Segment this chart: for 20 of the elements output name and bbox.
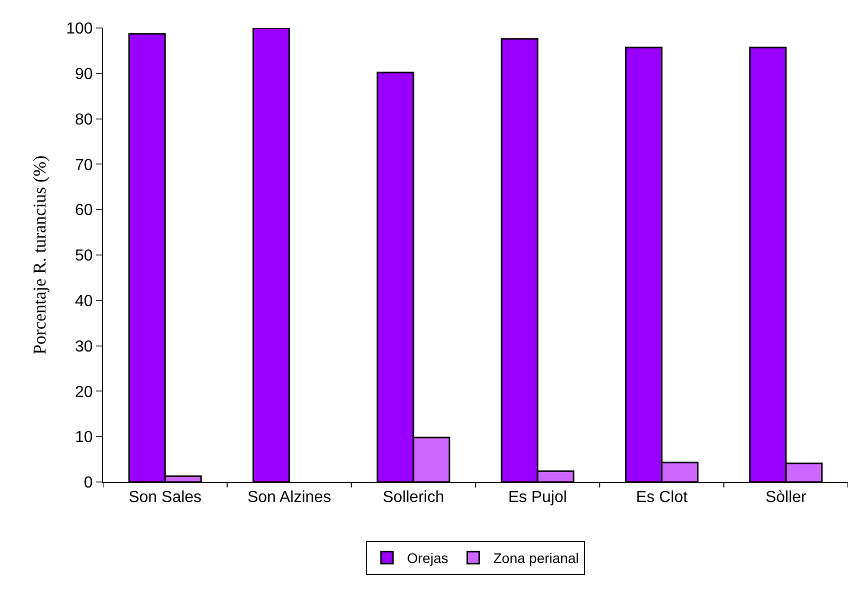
legend-label: Orejas — [407, 550, 448, 566]
y-axis-title: Porcentaje R. turancius (%) — [29, 156, 50, 354]
y-tick-label: 0 — [84, 474, 93, 492]
x-tick-label: Es Pujol — [508, 489, 567, 506]
y-tick-label: 20 — [75, 384, 93, 401]
x-tick-label: Son Sales — [128, 489, 202, 506]
y-tick-label: 50 — [75, 248, 93, 265]
y-tick-label: 100 — [66, 20, 93, 38]
x-tick-label: Es Clot — [636, 489, 688, 506]
y-tick-label: 40 — [75, 293, 93, 310]
y-tick-label: 80 — [75, 111, 93, 128]
y-tick-label: 60 — [75, 202, 93, 220]
x-tick-label: Sòller — [765, 489, 808, 506]
y-tick-label: 70 — [75, 156, 93, 174]
x-tick-label: Sollerich — [382, 489, 444, 506]
legend-label: Zona perianal — [493, 550, 579, 566]
y-tick-label: 30 — [75, 338, 93, 356]
y-tick-label: 10 — [75, 429, 93, 446]
x-tick-label: Son Alzines — [247, 489, 332, 506]
y-tick-label: 90 — [75, 66, 93, 83]
